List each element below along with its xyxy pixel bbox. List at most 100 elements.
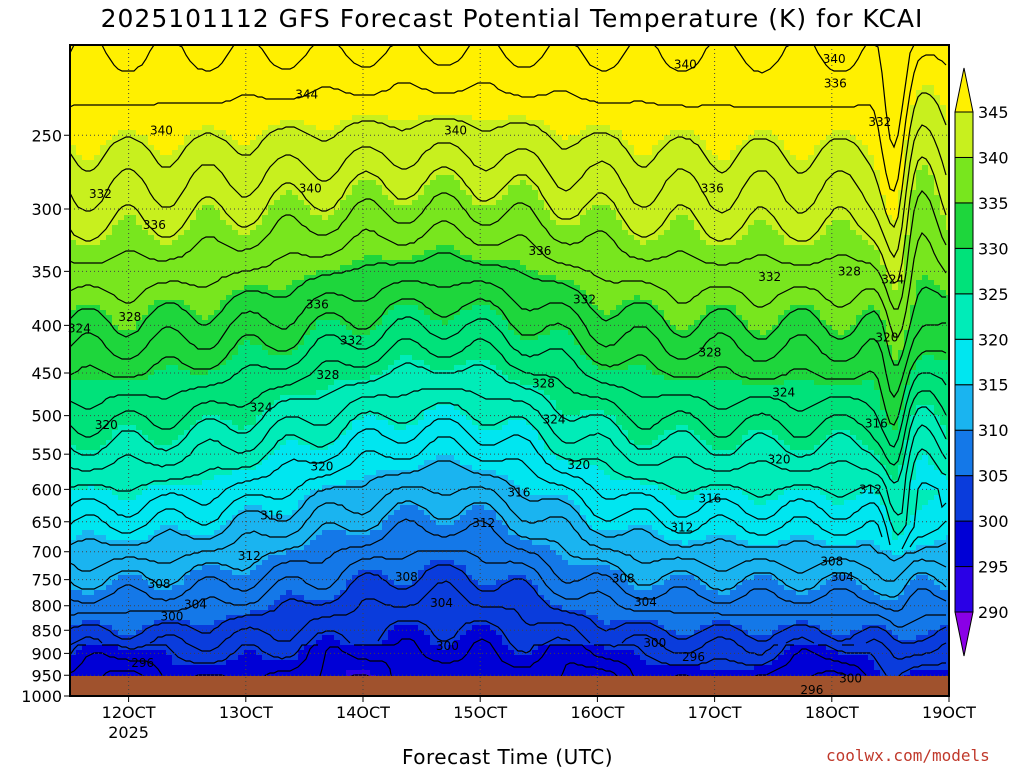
color-band-cell [268, 515, 275, 556]
color-band-cell [478, 205, 485, 261]
color-band-cell [832, 575, 839, 636]
color-band-cell [490, 120, 497, 206]
color-band-cell [910, 370, 917, 416]
color-band-cell [634, 655, 641, 696]
color-band-cell [484, 120, 491, 206]
color-band-cell [778, 45, 785, 141]
color-band-cell [610, 210, 617, 311]
color-band-cell [316, 600, 323, 641]
color-band-cell [280, 555, 287, 596]
color-band-cell [124, 540, 131, 576]
y-tick-label: 600 [31, 480, 62, 499]
color-band-cell [244, 470, 251, 506]
color-band-cell [130, 635, 137, 651]
color-band-cell [472, 305, 479, 361]
color-band-cell [382, 315, 389, 371]
color-band-cell [148, 535, 155, 586]
contour-label: 344 [295, 87, 318, 101]
color-band-cell [652, 240, 659, 306]
color-band-cell [706, 150, 713, 246]
contour-label: 308 [395, 570, 418, 584]
x-tick-label: 14OCT [336, 703, 390, 722]
color-band-cell [664, 135, 671, 231]
color-band-cell [322, 390, 329, 451]
color-band-cell [172, 150, 179, 241]
color-band-cell [880, 195, 887, 266]
color-band-cell [520, 265, 527, 341]
color-band-cell [274, 45, 281, 126]
color-band-cell [550, 550, 557, 606]
color-band-cell [370, 255, 377, 331]
color-band-cell [100, 590, 107, 626]
color-band-cell [82, 380, 89, 451]
color-band-cell [364, 535, 371, 571]
color-band-cell [658, 585, 665, 626]
color-band-cell [442, 405, 449, 456]
color-band-cell [370, 180, 377, 256]
color-band-cell [418, 510, 425, 571]
color-band-cell [814, 45, 821, 146]
color-band-cell [658, 375, 665, 436]
color-band-cell [370, 475, 377, 531]
color-band-cell [838, 430, 845, 506]
color-band-cell [244, 505, 251, 576]
color-band-cell [472, 580, 479, 626]
color-band-cell [136, 630, 143, 651]
color-band-cell [940, 425, 947, 476]
color-band-cell [208, 565, 215, 626]
color-band-cell [124, 380, 131, 426]
color-band-cell [820, 235, 827, 321]
y-tick: 1000 [21, 687, 70, 706]
color-band-cell [82, 620, 89, 646]
color-band-cell [298, 280, 305, 346]
color-band-cell [484, 625, 491, 696]
x-tick-label: 17OCT [688, 703, 742, 722]
color-band-cell [544, 450, 551, 496]
color-band-cell [268, 205, 275, 291]
color-band-cell [856, 140, 863, 236]
color-band-cell [574, 610, 581, 646]
color-band-cell [790, 490, 797, 536]
contour-label: 296 [682, 650, 705, 664]
color-band-cell [784, 490, 791, 541]
color-band-cell [550, 45, 557, 131]
color-band-cell [934, 195, 941, 286]
color-band-cell [718, 160, 725, 246]
color-band-cell [310, 45, 317, 126]
color-band-cell [154, 620, 161, 651]
contour-label: 308 [820, 554, 843, 568]
color-band-cell [664, 230, 671, 321]
color-band-cell [94, 380, 101, 451]
color-band-cell [292, 510, 299, 551]
color-band-cell [940, 590, 947, 626]
color-band-cell [406, 355, 413, 426]
color-band-cell [472, 360, 479, 426]
color-band-cell [628, 145, 635, 236]
color-band-cell [418, 195, 425, 256]
color-band-cell [652, 585, 659, 621]
color-band-cell [880, 45, 887, 196]
color-band-cell [772, 545, 779, 581]
color-band-cell [544, 335, 551, 396]
color-band-cell [364, 255, 371, 336]
color-band-cell [226, 420, 233, 476]
color-band-cell [406, 305, 413, 356]
color-band-cell [406, 205, 413, 261]
color-band-cell [184, 485, 191, 531]
color-band-cell [796, 245, 803, 306]
color-band-cell [832, 545, 839, 576]
color-band-cell [136, 430, 143, 496]
color-band-cell [298, 595, 305, 651]
color-band-cell [256, 565, 263, 611]
color-band-cell [640, 590, 647, 621]
color-band-cell [298, 200, 305, 281]
color-band-cell [166, 655, 173, 696]
color-band-cell [622, 45, 629, 141]
color-band-cell [454, 565, 461, 641]
color-band-cell [496, 370, 503, 431]
color-band-cell [670, 540, 677, 576]
color-band-cell [130, 215, 137, 331]
color-band-cell [730, 150, 737, 246]
color-band-cell [166, 245, 173, 301]
color-band-cell [502, 120, 509, 196]
